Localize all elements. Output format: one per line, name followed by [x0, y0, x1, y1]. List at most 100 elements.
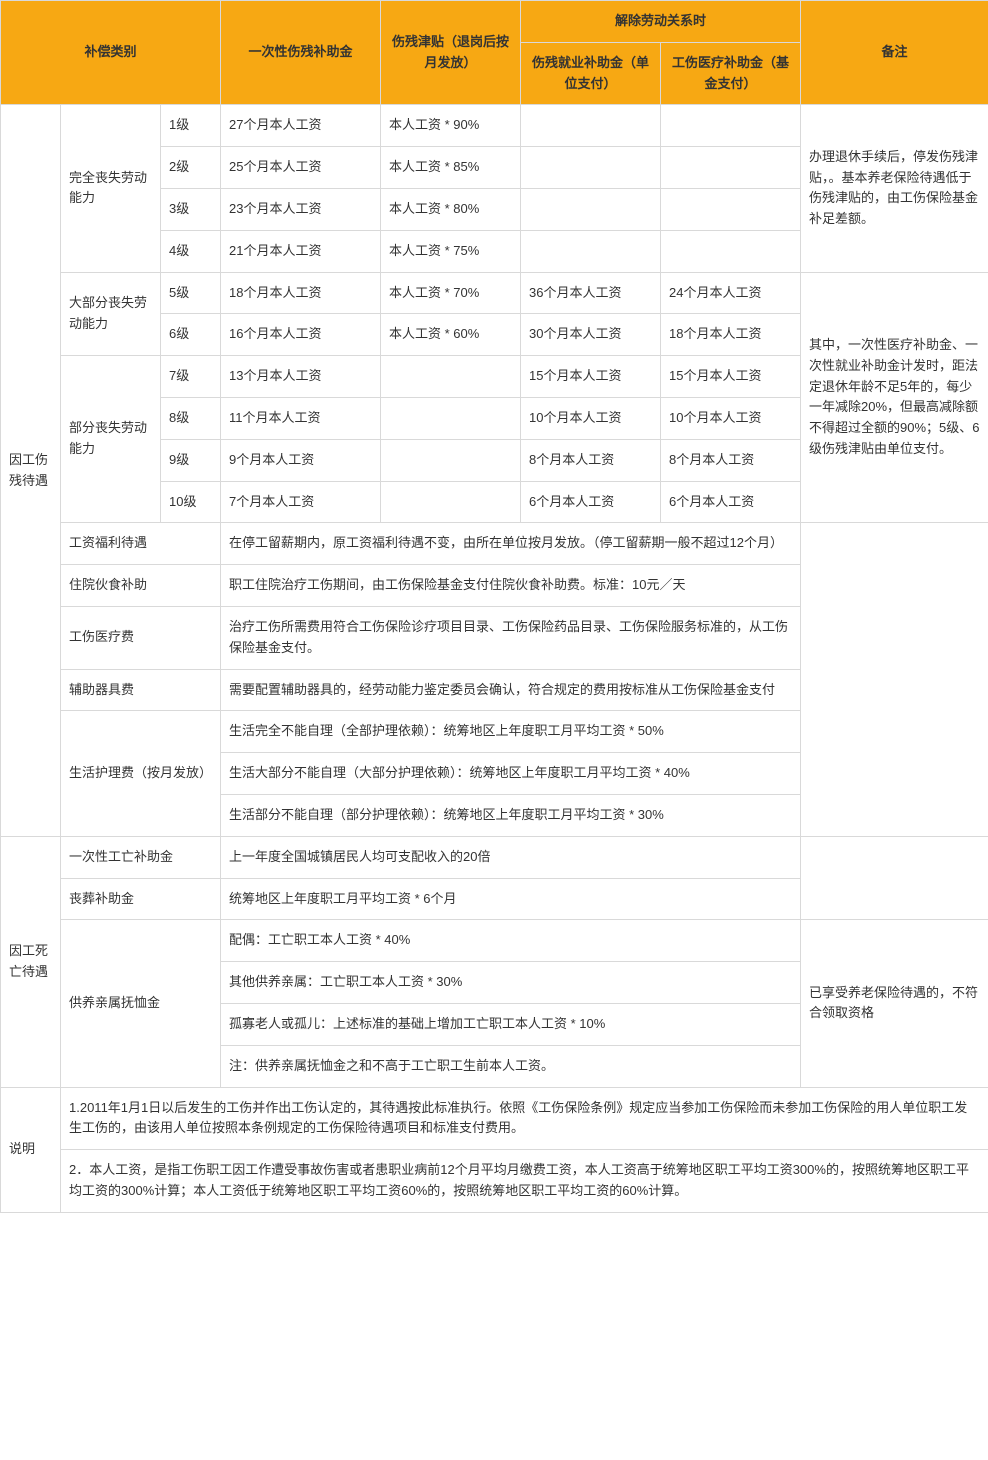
table-row: 工资福利待遇 在停工留薪期内，原工资福利待遇不变，由所在单位按月发放。（停工留薪… — [1, 523, 988, 565]
lumpsum-cell: 21个月本人工资 — [221, 230, 381, 272]
allowance-cell — [381, 439, 521, 481]
table-row: 供养亲属抚恤金 配偶：工亡职工本人工资 * 40% 已享受养老保险待遇的，不符合… — [1, 920, 988, 962]
emp-subsidy-cell — [521, 188, 661, 230]
group-partial-loss: 部分丧失劳动能力 — [61, 356, 161, 523]
table-row: 因工死亡待遇 一次性工亡补助金 上一年度全国城镇居民人均可支配收入的20倍 — [1, 836, 988, 878]
extra-text: 在停工留薪期内，原工资福利待遇不变，由所在单位按月发放。（停工留薪期一般不超过1… — [221, 523, 801, 565]
notes-row-2: 2．本人工资，是指工伤职工因工作遭受事故伤害或者患职业病前12个月平均月缴费工资… — [1, 1150, 988, 1213]
header-lumpsum: 一次性伤残补助金 — [221, 1, 381, 105]
s2-text: 其他供养亲属：工亡职工本人工资 * 30% — [221, 962, 801, 1004]
med-subsidy-cell: 6个月本人工资 — [661, 481, 801, 523]
level-cell: 1级 — [161, 105, 221, 147]
med-subsidy-cell — [661, 105, 801, 147]
level-cell: 9级 — [161, 439, 221, 481]
emp-subsidy-cell — [521, 147, 661, 189]
lumpsum-cell: 11个月本人工资 — [221, 397, 381, 439]
s2-text: 配偶：工亡职工本人工资 * 40% — [221, 920, 801, 962]
s2-text: 注：供养亲属抚恤金之和不高于工亡职工生前本人工资。 — [221, 1045, 801, 1087]
header-allowance: 伤残津贴（退岗后按月发放） — [381, 1, 521, 105]
level-cell: 7级 — [161, 356, 221, 398]
header-medical-subsidy: 工伤医疗补助金（基金支付） — [661, 42, 801, 105]
notes-row-1: 说明 1.2011年1月1日以后发生的工伤并作出工伤认定的，其待遇按此标准执行。… — [1, 1087, 988, 1150]
s2-text: 上一年度全国城镇居民人均可支配收入的20倍 — [221, 836, 801, 878]
med-subsidy-cell: 18个月本人工资 — [661, 314, 801, 356]
emp-subsidy-cell — [521, 230, 661, 272]
empty-remark — [801, 523, 988, 836]
emp-subsidy-cell: 8个月本人工资 — [521, 439, 661, 481]
notes-title: 说明 — [1, 1087, 61, 1212]
compensation-table: 补偿类别 一次性伤残补助金 伤残津贴（退岗后按月发放） 解除劳动关系时 备注 伤… — [0, 0, 988, 1213]
med-subsidy-cell: 24个月本人工资 — [661, 272, 801, 314]
med-subsidy-cell — [661, 230, 801, 272]
header-remark: 备注 — [801, 1, 988, 105]
lumpsum-cell: 25个月本人工资 — [221, 147, 381, 189]
extra-text: 生活完全不能自理（全部护理依赖）：统筹地区上年度职工月平均工资 * 50% — [221, 711, 801, 753]
emp-subsidy-cell — [521, 105, 661, 147]
section2-title: 因工死亡待遇 — [1, 836, 61, 1087]
emp-subsidy-cell: 10个月本人工资 — [521, 397, 661, 439]
med-subsidy-cell — [661, 147, 801, 189]
s2-text: 孤寡老人或孤儿：上述标准的基础上增加工亡职工本人工资 * 10% — [221, 1003, 801, 1045]
allowance-cell: 本人工资 * 80% — [381, 188, 521, 230]
allowance-cell — [381, 481, 521, 523]
s2-label: 一次性工亡补助金 — [61, 836, 221, 878]
lumpsum-cell: 27个月本人工资 — [221, 105, 381, 147]
remark2-cell: 其中，一次性医疗补助金、一次性就业补助金计发时，距法定退休年龄不足5年的，每少一… — [801, 272, 988, 523]
s2-text: 统筹地区上年度职工月平均工资 * 6个月 — [221, 878, 801, 920]
allowance-cell: 本人工资 * 70% — [381, 272, 521, 314]
lumpsum-cell: 23个月本人工资 — [221, 188, 381, 230]
med-subsidy-cell: 15个月本人工资 — [661, 356, 801, 398]
extra-label: 工资福利待遇 — [61, 523, 221, 565]
allowance-cell: 本人工资 * 90% — [381, 105, 521, 147]
lumpsum-cell: 9个月本人工资 — [221, 439, 381, 481]
level-cell: 2级 — [161, 147, 221, 189]
lumpsum-cell: 18个月本人工资 — [221, 272, 381, 314]
allowance-cell: 本人工资 * 60% — [381, 314, 521, 356]
lumpsum-cell: 13个月本人工资 — [221, 356, 381, 398]
extra-label: 住院伙食补助 — [61, 565, 221, 607]
extra-text: 需要配置辅助器具的，经劳动能力鉴定委员会确认，符合规定的费用按标准从工伤保险基金… — [221, 669, 801, 711]
s2-remark: 已享受养老保险待遇的，不符合领取资格 — [801, 920, 988, 1087]
s2-label: 丧葬补助金 — [61, 878, 221, 920]
lumpsum-cell: 7个月本人工资 — [221, 481, 381, 523]
table-row: 因工伤残待遇 完全丧失劳动能力 1级 27个月本人工资 本人工资 * 90% 办… — [1, 105, 988, 147]
s2-label: 供养亲属抚恤金 — [61, 920, 221, 1087]
med-subsidy-cell: 10个月本人工资 — [661, 397, 801, 439]
level-cell: 5级 — [161, 272, 221, 314]
med-subsidy-cell: 8个月本人工资 — [661, 439, 801, 481]
med-subsidy-cell — [661, 188, 801, 230]
allowance-cell: 本人工资 * 75% — [381, 230, 521, 272]
table-row: 大部分丧失劳动能力 5级 18个月本人工资 本人工资 * 70% 36个月本人工… — [1, 272, 988, 314]
section1-title: 因工伤残待遇 — [1, 105, 61, 836]
extra-label: 辅助器具费 — [61, 669, 221, 711]
level-cell: 4级 — [161, 230, 221, 272]
lumpsum-cell: 16个月本人工资 — [221, 314, 381, 356]
level-cell: 8级 — [161, 397, 221, 439]
allowance-cell — [381, 397, 521, 439]
notes-n1: 1.2011年1月1日以后发生的工伤并作出工伤认定的，其待遇按此标准执行。依照《… — [61, 1087, 988, 1150]
remark1-cell: 办理退休手续后，停发伤残津贴，。基本养老保险待遇低于伤残津贴的，由工伤保险基金补… — [801, 105, 988, 272]
extra-text: 治疗工伤所需费用符合工伤保险诊疗项目目录、工伤保险药品目录、工伤保险服务标准的，… — [221, 606, 801, 669]
emp-subsidy-cell: 15个月本人工资 — [521, 356, 661, 398]
level-cell: 6级 — [161, 314, 221, 356]
header-termination-group: 解除劳动关系时 — [521, 1, 801, 43]
emp-subsidy-cell: 30个月本人工资 — [521, 314, 661, 356]
group-most-loss: 大部分丧失劳动能力 — [61, 272, 161, 356]
header-category: 补偿类别 — [1, 1, 221, 105]
extra-text: 职工住院治疗工伤期间，由工伤保险基金支付住院伙食补助费。标准：10元／天 — [221, 565, 801, 607]
extra-text: 生活大部分不能自理（大部分护理依赖）：统筹地区上年度职工月平均工资 * 40% — [221, 753, 801, 795]
extra-label: 生活护理费（按月发放） — [61, 711, 221, 836]
emp-subsidy-cell: 36个月本人工资 — [521, 272, 661, 314]
notes-n2: 2．本人工资，是指工伤职工因工作遭受事故伤害或者患职业病前12个月平均月缴费工资… — [61, 1150, 988, 1213]
empty-remark — [801, 836, 988, 920]
header-employment-subsidy: 伤残就业补助金（单位支付） — [521, 42, 661, 105]
extra-text: 生活部分不能自理（部分护理依赖）：统筹地区上年度职工月平均工资 * 30% — [221, 794, 801, 836]
allowance-cell: 本人工资 * 85% — [381, 147, 521, 189]
group-full-loss: 完全丧失劳动能力 — [61, 105, 161, 272]
extra-label: 工伤医疗费 — [61, 606, 221, 669]
emp-subsidy-cell: 6个月本人工资 — [521, 481, 661, 523]
allowance-cell — [381, 356, 521, 398]
level-cell: 3级 — [161, 188, 221, 230]
level-cell: 10级 — [161, 481, 221, 523]
header-row-1: 补偿类别 一次性伤残补助金 伤残津贴（退岗后按月发放） 解除劳动关系时 备注 — [1, 1, 988, 43]
